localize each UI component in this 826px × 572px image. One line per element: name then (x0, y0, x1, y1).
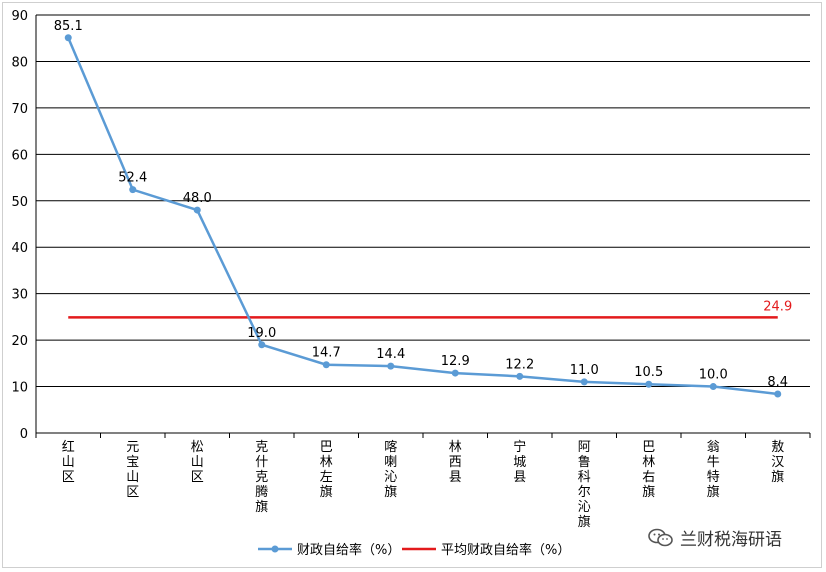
data-label: 52.4 (118, 171, 147, 186)
y-tick-label: 30 (11, 288, 28, 303)
x-tick-label: 红山区 (62, 439, 75, 485)
data-label: 8.4 (767, 375, 788, 390)
legend-label-average: 平均财政自给率（%） (441, 542, 570, 558)
data-label: 85.1 (54, 19, 83, 34)
data-label: 11.0 (570, 363, 599, 378)
x-tick-label: 翁牛特旗 (707, 440, 720, 500)
x-tick-label: 巴林右旗 (642, 440, 655, 500)
data-label: 12.9 (441, 354, 470, 369)
data-point (516, 372, 524, 380)
data-point (129, 186, 137, 194)
y-tick-label: 60 (11, 148, 28, 163)
legend-marker-series (271, 545, 279, 553)
wechat-icon (648, 528, 674, 548)
data-point (709, 383, 717, 391)
data-point (64, 34, 72, 42)
x-tick-label: 喀喇沁旗 (384, 439, 397, 500)
data-label: 19.0 (247, 326, 276, 341)
y-tick-label: 90 (11, 9, 28, 24)
y-tick-label: 70 (11, 102, 28, 117)
y-tick-label: 20 (11, 334, 28, 349)
y-tick-label: 80 (11, 55, 28, 70)
data-label: 10.5 (634, 365, 663, 380)
x-tick-label: 林西县 (449, 440, 462, 485)
x-tick-label: 宁城县 (513, 439, 526, 485)
x-tick-label: 元宝山区 (126, 440, 139, 500)
data-point (645, 380, 653, 388)
data-point (580, 378, 588, 386)
data-label: 12.2 (505, 357, 534, 372)
series-line-fiscal-self-sufficiency (67, 37, 778, 396)
legend-label-series: 财政自给率（%） (297, 542, 400, 558)
y-tick-label: 40 (11, 241, 28, 256)
x-tick-label: 阿鲁科尔沁旗 (578, 440, 591, 530)
x-tick-label: 巴林左旗 (320, 440, 333, 500)
data-point (451, 369, 459, 377)
watermark: 兰财税海研语 (648, 525, 782, 550)
watermark-text: 兰财税海研语 (680, 530, 782, 550)
data-label: 14.7 (312, 346, 341, 361)
data-point (193, 206, 201, 214)
data-label: 10.0 (699, 368, 728, 383)
data-label: 48.0 (183, 191, 212, 206)
data-point (774, 390, 782, 398)
x-tick-label: 克什克腾旗 (255, 440, 268, 515)
data-point (258, 341, 266, 349)
x-tick-label: 敖汉旗 (771, 439, 784, 485)
y-tick-label: 50 (11, 195, 28, 210)
data-point (387, 362, 395, 370)
data-point (322, 361, 330, 369)
x-tick-label: 松山区 (191, 440, 204, 485)
y-tick-label: 10 (11, 381, 28, 396)
y-tick-label: 0 (20, 427, 28, 442)
average-value-label: 24.9 (763, 299, 792, 314)
data-label: 14.4 (376, 347, 405, 362)
